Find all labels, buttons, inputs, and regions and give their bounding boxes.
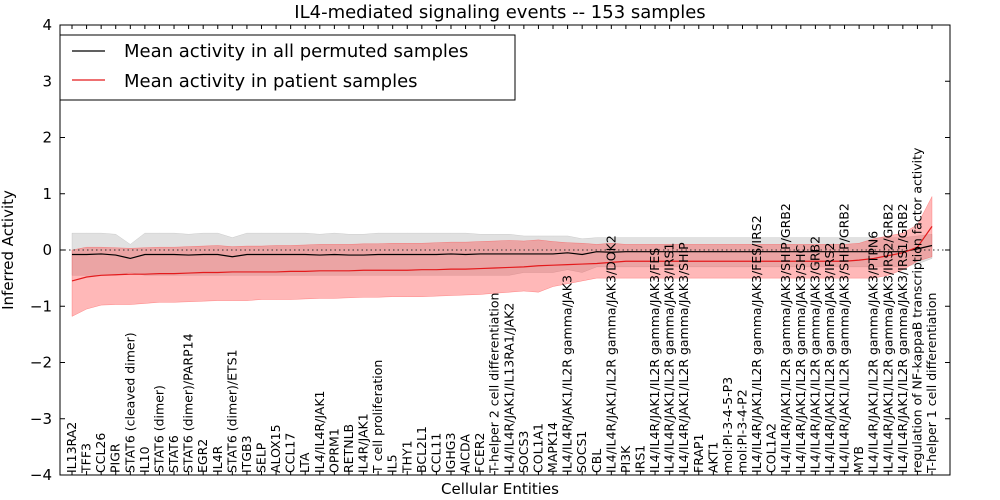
x-tick-label: ITGB3	[239, 435, 254, 473]
x-axis-ticks	[71, 25, 933, 475]
y-tick-label: −3	[30, 410, 52, 428]
legend-label-patient: Mean activity in patient samples	[124, 71, 418, 92]
x-tick-label: CCL11	[428, 433, 443, 473]
x-tick-label: LTA	[297, 452, 312, 473]
x-tick-label: STAT6 (dimer)/PARP14	[181, 333, 196, 473]
x-tick-label: SELP	[253, 442, 268, 473]
x-tick-label: THY1	[399, 440, 414, 474]
legend-label-permuted: Mean activity in all permuted samples	[124, 41, 468, 62]
x-tick-label: IL4/IL4R/JAK1/IL2R gamma/JAK3/SHIP	[676, 242, 691, 473]
x-tick-label: SOCS3	[516, 431, 531, 473]
x-tick-labels: IL13RA2 TFF3 CCL26 PIGR STAT6 (cleaved dimer…	[64, 147, 939, 474]
x-tick-label: PIGR	[108, 443, 123, 473]
x-tick-label: T-helper 1 cell differentiation	[924, 293, 939, 474]
x-tick-label: MYB	[851, 446, 866, 473]
x-tick-label: IL4/IL4R/JAK1/IL2R gamma/JAK3/DOK2	[603, 235, 618, 473]
y-axis-ticks: −4 −3 −2 −1 0 1 2 3 4	[30, 16, 950, 484]
x-tick-label: IL4/IL4R/JAK1/IL2R gamma/JAK3/GRB2	[807, 236, 822, 473]
x-tick-label: EGR2	[195, 439, 210, 473]
x-tick-label: TFF3	[79, 443, 94, 474]
x-tick-label: IL4/IL4R/JAK1/IL2R gamma/JAK3/IRS2	[822, 243, 837, 473]
x-tick-label: IL4/IL4R/JAK1/IL2R gamma/JAK3/IRS1	[662, 243, 677, 473]
x-tick-label: MAPK14	[545, 422, 560, 473]
y-tick-label: 2	[42, 129, 52, 147]
x-tick-label: COL1A1	[530, 423, 545, 473]
legend-box	[59, 34, 516, 101]
y-tick-label: 0	[42, 241, 52, 259]
x-tick-label: FCER2	[472, 433, 487, 473]
x-tick-label: IL4/IL4R/JAK1/IL13RA1/JAK2	[501, 303, 516, 473]
x-tick-label: IL4/IL4R/JAK1/IL2R gamma/JAK3/IRS2/GRB2	[880, 203, 895, 473]
x-tick-label: IRS1	[632, 445, 647, 473]
x-tick-label: mol:PI-3-4-P2	[735, 389, 750, 473]
x-tick-label: COL1A2	[764, 423, 779, 473]
chart-title: IL4-mediated signaling events -- 153 sam…	[294, 2, 705, 23]
x-tick-label: STAT6 (dimer)	[151, 385, 166, 473]
x-tick-label: AICDA	[458, 434, 473, 473]
x-tick-label: BCL2L1	[414, 426, 429, 473]
x-tick-label: IL4/IL4R/JAK1/IL2R gamma/JAK3/SHIP/GRB2	[778, 203, 793, 473]
x-tick-label: CBL	[589, 449, 604, 473]
x-tick-label: regulation of NF-kappaB transcription fa…	[909, 147, 924, 473]
x-tick-label: FRAP1	[691, 434, 706, 473]
x-tick-label: IL4/IL4R/JAK1/IL2R gamma/JAK3/IRS1/GRB2	[895, 203, 910, 473]
x-tick-label: IL4/IL4R/JAK1/IL2R gamma/JAK3/SHC	[793, 245, 808, 473]
x-tick-label: PI3K	[618, 445, 633, 473]
band-patient	[71, 196, 933, 317]
x-tick-label: IL4/IL4R/JAK1/IL2R gamma/JAK3	[560, 275, 575, 473]
x-tick-label: mol:PI-3-4-5-P3	[720, 377, 735, 473]
y-tick-label: −4	[30, 466, 52, 484]
y-axis-label: Inferred Activity	[0, 190, 17, 310]
x-tick-label: CCL26	[93, 433, 108, 473]
x-tick-label: IGHG3	[443, 433, 458, 473]
x-tick-label: STAT6	[166, 435, 181, 473]
x-tick-label: ALOX15	[268, 424, 283, 473]
y-tick-label: −1	[30, 297, 52, 315]
x-tick-label: IL10	[137, 446, 152, 473]
x-tick-label: IL4/IL4R/JAK1/IL2R gamma/JAK3/FES/IRS2	[749, 215, 764, 473]
x-tick-label: IL4/IL4R/JAK1/IL2R gamma/JAK3/PTPN6	[866, 231, 881, 473]
x-tick-label: IL5	[385, 454, 400, 473]
legend: Mean activity in all permuted samples Me…	[59, 34, 516, 101]
x-tick-label: IL13RA2	[64, 422, 79, 473]
x-axis-label: Cellular Entities	[441, 480, 559, 498]
x-tick-label: CCL17	[283, 433, 298, 473]
x-tick-label: AKT1	[705, 442, 720, 473]
line-patient	[71, 226, 933, 282]
x-tick-label: IL4/IL4R/JAK1/IL2R gamma/JAK3/FES	[647, 248, 662, 473]
x-tick-label: STAT6 (dimer)/ETS1	[224, 349, 239, 473]
x-tick-label: OPRM1	[326, 428, 341, 473]
series-lines	[71, 226, 933, 282]
x-tick-label: IL4/IL4R/JAK1/IL2R gamma/JAK3/SHIP/GRB2	[837, 203, 852, 473]
y-tick-label: 1	[42, 185, 52, 203]
x-tick-label: IL4R/JAK1	[356, 413, 371, 473]
x-tick-label: IL4/IL4R/JAK1	[312, 391, 327, 473]
x-tick-label: T cell proliferation	[370, 360, 385, 474]
x-tick-label: RETNLB	[341, 424, 356, 473]
y-tick-label: 4	[42, 16, 52, 34]
x-tick-label: SOCS1	[574, 431, 589, 473]
y-tick-label: −2	[30, 354, 52, 372]
y-tick-label: 3	[42, 72, 52, 90]
line-permuted	[72, 244, 933, 260]
x-tick-label: IL4R	[210, 445, 225, 473]
x-tick-label: T-helper 2 cell differentiation	[487, 293, 502, 474]
x-tick-label: STAT6 (cleaved dimer)	[122, 332, 137, 473]
